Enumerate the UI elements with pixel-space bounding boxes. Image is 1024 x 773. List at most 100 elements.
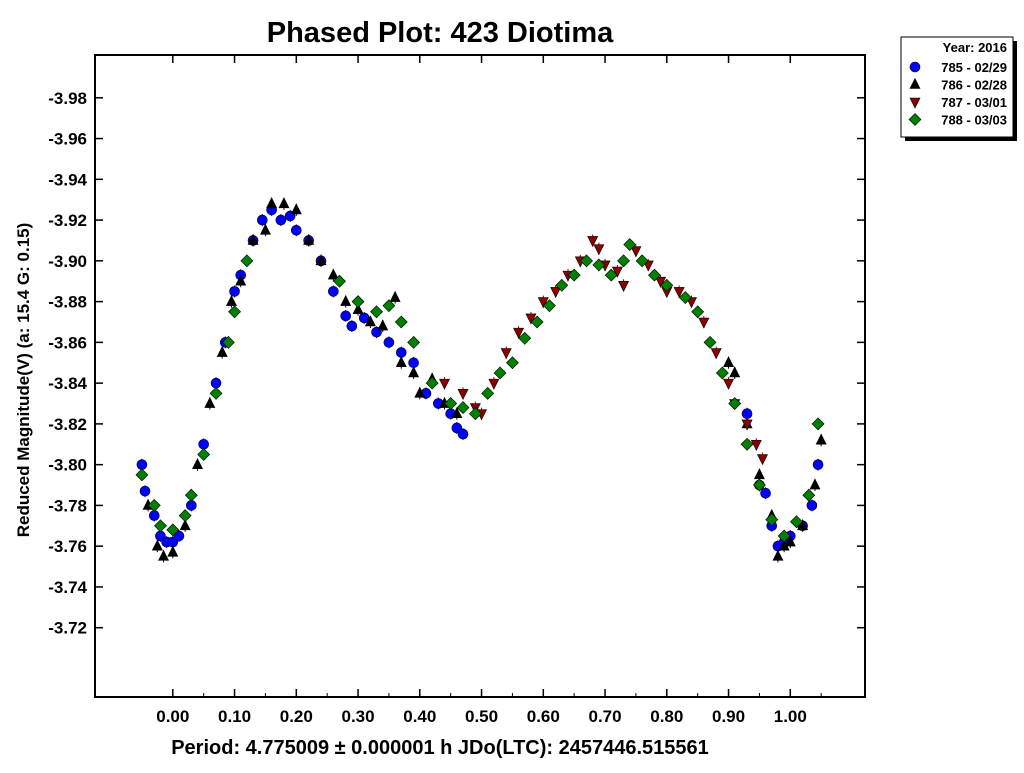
data-point (537, 297, 549, 309)
data-point (186, 500, 197, 511)
x-tick-label: 0.80 (650, 707, 683, 726)
data-point (488, 378, 500, 390)
data-point (655, 276, 667, 288)
legend-item: 787 - 03/01 (909, 95, 1007, 110)
data-point (555, 278, 569, 292)
data-point (760, 487, 771, 499)
data-point (257, 214, 268, 226)
data-point (772, 549, 784, 561)
data-point (444, 397, 458, 410)
data-point (167, 545, 179, 557)
data-point (158, 549, 170, 561)
data-point (723, 356, 735, 368)
data-point (457, 389, 469, 400)
data-point (377, 319, 389, 331)
data-point (303, 233, 315, 245)
data-point (806, 500, 818, 511)
data-point (660, 278, 674, 292)
data-point (290, 224, 302, 236)
data-point (184, 488, 198, 502)
data-point (481, 386, 495, 400)
data-point (729, 366, 741, 378)
data-point (247, 233, 259, 245)
chart-title: Phased Plot: 423 Diotima (267, 17, 614, 49)
data-point (703, 335, 717, 349)
data-point (550, 287, 562, 299)
data-point (240, 254, 254, 268)
data-point (815, 433, 827, 445)
data-point (408, 357, 419, 369)
data-point (425, 376, 439, 390)
data-point (678, 291, 692, 304)
data-point (797, 519, 809, 531)
data-point (752, 478, 766, 492)
data-point (179, 519, 191, 531)
data-point (173, 530, 185, 542)
data-point (370, 305, 383, 319)
x-tick-label: 0.90 (712, 707, 745, 726)
data-point (235, 274, 247, 286)
data-point (648, 268, 661, 282)
data-point (580, 254, 593, 268)
x-tick-label: 0.20 (280, 707, 313, 726)
data-point (178, 509, 192, 523)
y-tick-label: -3.90 (48, 252, 87, 271)
y-tick-label: -3.86 (48, 333, 87, 352)
x-tick-label: 0.70 (588, 707, 621, 726)
x-tick-label: 0.30 (342, 707, 375, 726)
data-point (148, 510, 160, 521)
data-point (500, 348, 512, 360)
data-points (135, 197, 827, 563)
x-tick-label: 1.00 (774, 707, 807, 726)
data-point (151, 539, 163, 551)
data-point (451, 407, 463, 419)
data-point (259, 223, 271, 235)
data-point (395, 347, 407, 358)
legend-label: 786 - 02/28 (941, 78, 1007, 93)
data-point (439, 378, 450, 390)
data-point (468, 407, 482, 421)
data-point (135, 468, 149, 482)
data-point (784, 535, 796, 547)
data-point (352, 303, 364, 315)
data-point (136, 459, 148, 470)
data-point (809, 478, 821, 490)
data-point (408, 366, 420, 378)
legend-label: 785 - 02/29 (941, 60, 1007, 75)
data-point (351, 295, 365, 309)
data-point (530, 315, 544, 329)
data-point (728, 397, 742, 410)
data-point (198, 438, 209, 450)
data-point (346, 320, 358, 332)
legend-label: 787 - 03/01 (941, 95, 1007, 110)
data-point (723, 378, 735, 390)
data-point (327, 268, 339, 280)
data-point (340, 310, 351, 322)
data-point (225, 294, 237, 306)
y-tick-label: -3.80 (48, 456, 87, 475)
data-point (414, 386, 426, 398)
y-tick-label: -3.84 (48, 374, 87, 393)
data-point (328, 286, 339, 297)
data-point (630, 246, 642, 258)
data-point (139, 485, 151, 497)
y-tick-label: -3.98 (48, 89, 87, 108)
data-point (216, 345, 228, 357)
series-788 (135, 238, 825, 543)
data-point (221, 335, 235, 349)
data-point (710, 348, 722, 360)
circle-marker-icon (909, 61, 921, 73)
data-point (229, 286, 240, 297)
x-tick-label: 0.00 (156, 707, 189, 726)
data-point (154, 519, 167, 533)
data-point (315, 254, 327, 266)
data-point (505, 356, 519, 370)
legend-item: 785 - 02/29 (909, 60, 1007, 75)
triangle-down-marker-icon (909, 97, 921, 109)
data-point (394, 315, 408, 329)
x-tick-label: 0.60 (527, 707, 560, 726)
data-point (618, 281, 630, 292)
data-point (364, 315, 376, 327)
data-point (147, 498, 161, 512)
